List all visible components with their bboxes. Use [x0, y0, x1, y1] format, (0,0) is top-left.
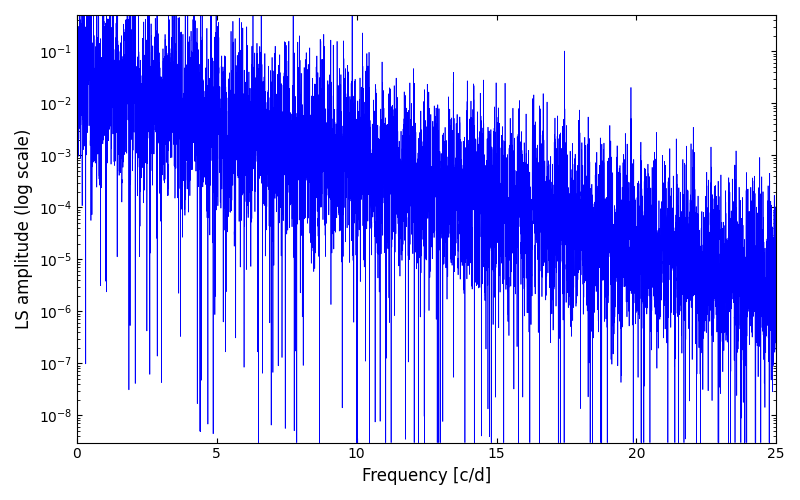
Y-axis label: LS amplitude (log scale): LS amplitude (log scale) [15, 128, 33, 329]
X-axis label: Frequency [c/d]: Frequency [c/d] [362, 467, 491, 485]
